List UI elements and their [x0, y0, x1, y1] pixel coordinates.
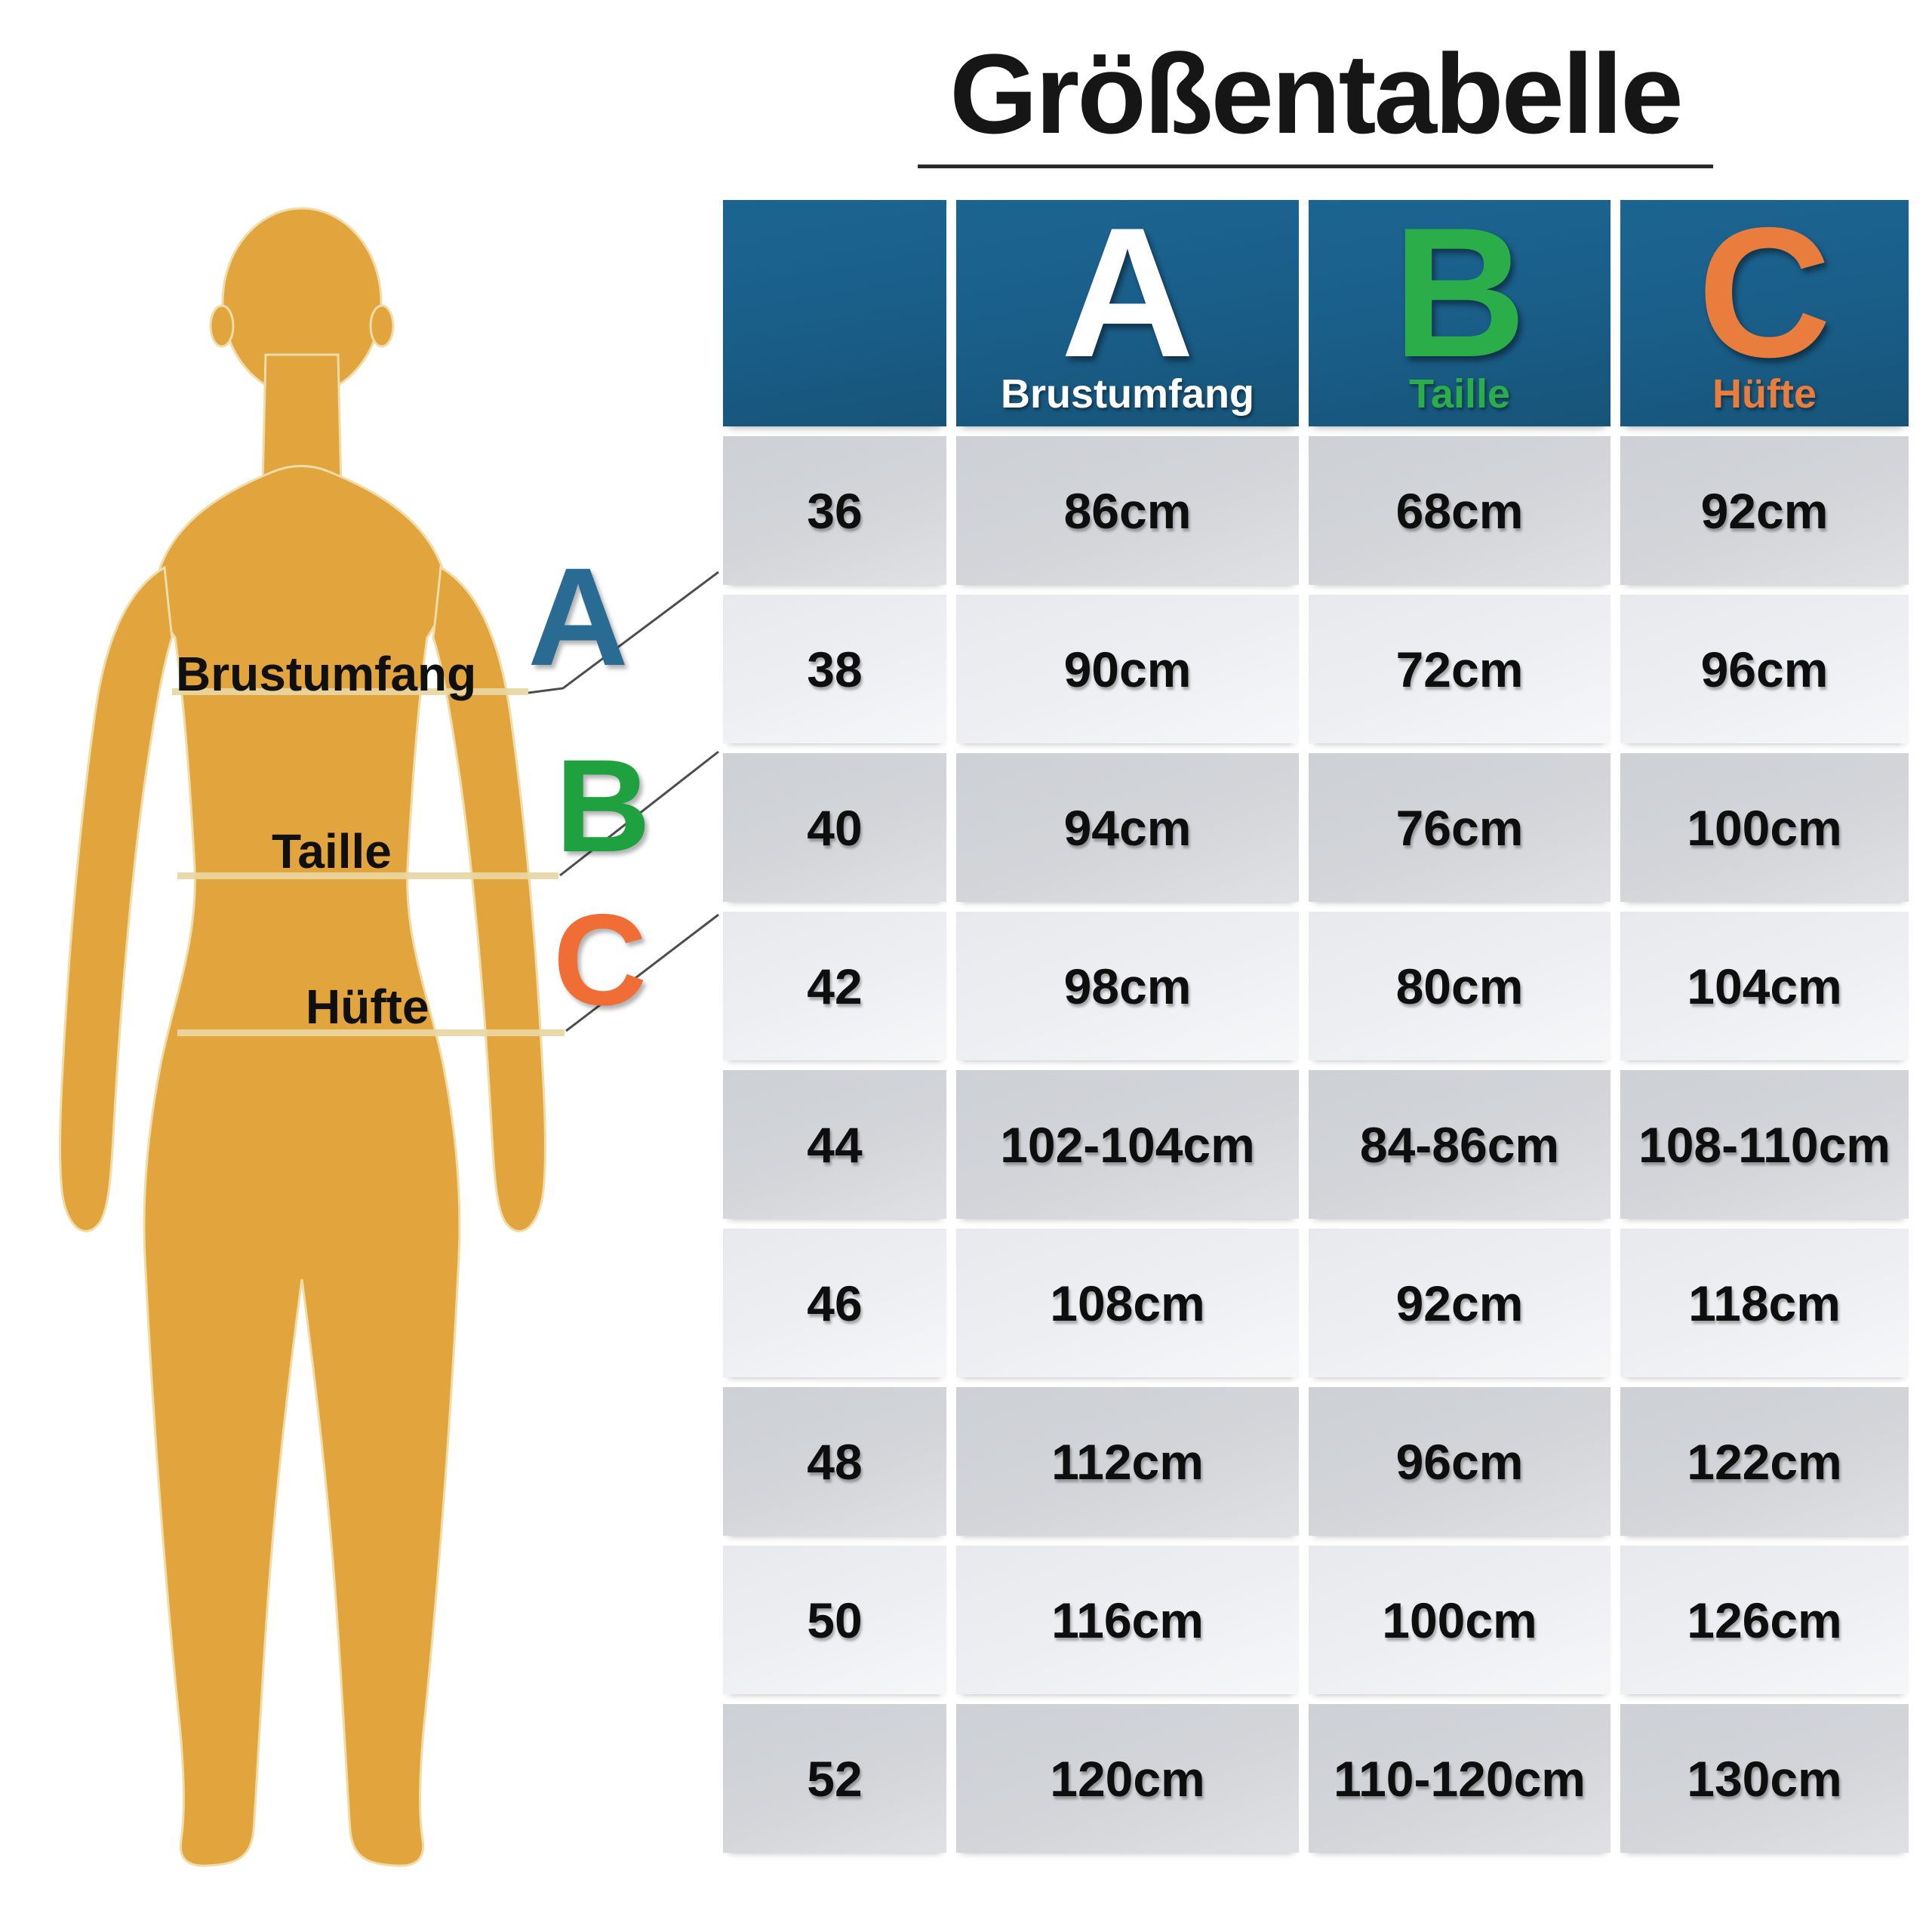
- waist-label: Taille: [272, 824, 392, 878]
- header-label-hip: Hüfte: [1712, 371, 1817, 417]
- body-figure: Brustumfang Taille Hüfte A B C: [59, 207, 719, 1867]
- header-letter-a: A: [1060, 188, 1195, 395]
- size-cell: 50: [723, 1546, 946, 1694]
- waist-letter: B: [555, 733, 651, 880]
- waist-value-cell: 84-86cm: [1309, 1070, 1611, 1219]
- figure-right-arm: [432, 565, 546, 1232]
- chest-connector-line: [528, 571, 719, 694]
- waist-value-cell: 96cm: [1309, 1387, 1611, 1536]
- chest-value-cell: 108cm: [956, 1229, 1299, 1377]
- chest-value-cell: 86cm: [956, 436, 1299, 585]
- waist-value-cell: 72cm: [1309, 595, 1611, 743]
- waist-measure-line: [177, 872, 558, 879]
- size-cell: 52: [723, 1704, 946, 1853]
- hip-value-cell: 104cm: [1620, 912, 1909, 1060]
- header-cell-chest: A Brustumfang: [956, 199, 1299, 426]
- chest-value-cell: 94cm: [956, 753, 1299, 902]
- hip-value-cell: 100cm: [1620, 753, 1909, 902]
- waist-connector-line: [559, 750, 719, 877]
- hip-letter: C: [553, 888, 647, 1032]
- hip-value-cell: 126cm: [1620, 1546, 1909, 1694]
- hip-value-cell: 122cm: [1620, 1387, 1909, 1536]
- hip-connector-line: [565, 913, 719, 1032]
- header-letter-c: C: [1697, 188, 1832, 395]
- figure-torso-legs: [143, 465, 461, 1867]
- header-label-chest: Brustumfang: [1001, 371, 1254, 417]
- header-label-waist: Taille: [1408, 371, 1511, 417]
- chest-measure-line: [172, 688, 528, 695]
- hip-measure-line: [177, 1029, 565, 1036]
- hip-value-cell: 130cm: [1620, 1704, 1909, 1853]
- hip-label: Hüfte: [306, 980, 429, 1034]
- waist-value-cell: 76cm: [1309, 753, 1611, 902]
- header-letter-b: B: [1392, 188, 1527, 395]
- hip-value-cell: 96cm: [1620, 595, 1909, 743]
- chest-value-cell: 98cm: [956, 912, 1299, 1060]
- chest-value-cell: 90cm: [956, 595, 1299, 743]
- page-title-text: Größentabelle: [918, 34, 1713, 168]
- waist-value-cell: 110-120cm: [1309, 1704, 1611, 1853]
- header-cell-empty: [723, 200, 946, 426]
- figure-ear-right: [369, 304, 395, 348]
- size-cell: 38: [723, 595, 946, 743]
- chest-value-cell: 112cm: [956, 1387, 1299, 1536]
- chest-letter: A: [528, 540, 629, 695]
- waist-value-cell: 100cm: [1309, 1546, 1611, 1694]
- waist-value-cell: 68cm: [1309, 436, 1611, 585]
- figure-ear-left: [209, 304, 235, 348]
- hip-value-cell: 108-110cm: [1620, 1070, 1909, 1219]
- size-cell: 36: [723, 436, 946, 585]
- size-cell: 46: [723, 1229, 946, 1377]
- hip-value-cell: 118cm: [1620, 1229, 1909, 1377]
- size-cell: 44: [723, 1070, 946, 1219]
- hip-value-cell: 92cm: [1620, 436, 1909, 585]
- size-table: A Brustumfang B Taille C Hüfte 36 86cm 68c…: [723, 199, 1909, 1853]
- chest-label: Brustumfang: [176, 647, 476, 701]
- chest-value-cell: 116cm: [956, 1546, 1299, 1694]
- chest-value-cell: 120cm: [956, 1704, 1299, 1853]
- header-cell-hip: C Hüfte: [1620, 199, 1909, 426]
- size-cell: 42: [723, 912, 946, 1060]
- figure-left-arm: [59, 565, 174, 1232]
- header-cell-waist: B Taille: [1309, 199, 1611, 426]
- page-title: Größentabelle: [723, 34, 1908, 168]
- size-cell: 48: [723, 1387, 946, 1536]
- waist-value-cell: 80cm: [1309, 912, 1611, 1060]
- size-cell: 40: [723, 753, 946, 902]
- chest-value-cell: 102-104cm: [956, 1070, 1299, 1219]
- waist-value-cell: 92cm: [1309, 1229, 1611, 1377]
